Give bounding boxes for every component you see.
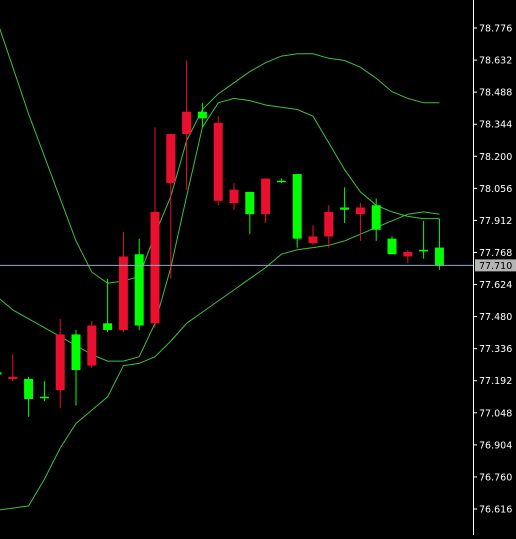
- y-tick-label: 78.632: [479, 56, 512, 67]
- candle: [71, 329, 81, 406]
- candle-body: [166, 133, 176, 183]
- candle: [355, 203, 365, 241]
- y-tick-label: 76.760: [479, 472, 512, 483]
- candle-body: [276, 180, 286, 183]
- candle: [229, 182, 239, 210]
- price-axis: 78.776 78.632 78.488 78.344 78.200 78.056 77.9…: [473, 0, 516, 535]
- candle: [0, 372, 2, 375]
- candle: [166, 133, 176, 279]
- candle: [245, 191, 255, 235]
- candle: [261, 178, 271, 224]
- band-middle-line: [0, 97, 440, 362]
- candle: [434, 218, 444, 270]
- candle-body: [245, 191, 255, 215]
- y-tick-label: 77.192: [479, 376, 512, 387]
- candle: [118, 231, 128, 333]
- candle: [213, 116, 223, 206]
- candle-body: [150, 211, 160, 324]
- candle-body: [403, 252, 413, 257]
- y-tick-label: 78.776: [479, 24, 512, 35]
- candle-body: [134, 254, 144, 326]
- candle-body: [434, 247, 444, 266]
- band-upper-line: [0, 27, 440, 284]
- candle-body: [71, 334, 81, 371]
- candle: [340, 187, 350, 224]
- candle-body: [213, 122, 223, 201]
- candle-body: [197, 111, 207, 119]
- y-tick-label: 77.048: [479, 408, 512, 419]
- y-tick-label: 76.616: [479, 505, 512, 516]
- candle: [24, 376, 34, 417]
- candle: [150, 127, 160, 328]
- candle-body: [24, 378, 34, 399]
- candle-body: [8, 376, 18, 379]
- y-tick-label: 78.200: [479, 152, 512, 163]
- current-price-tag: [475, 259, 516, 272]
- candle-body: [0, 372, 2, 375]
- y-tick-label: 76.904: [479, 440, 512, 451]
- candle: [308, 225, 318, 246]
- y-tick-label: 77.480: [479, 312, 512, 323]
- candle: [197, 102, 207, 128]
- current-price-label: 77.710: [479, 261, 512, 272]
- candle-body: [39, 396, 49, 399]
- candle: [292, 174, 302, 248]
- candle-body: [419, 249, 429, 252]
- y-tick-label: 77.624: [479, 280, 512, 291]
- candle: [371, 198, 381, 241]
- candle: [103, 278, 113, 333]
- candle-body: [324, 211, 334, 237]
- candle-body: [340, 207, 350, 210]
- y-tick-label: 78.488: [479, 88, 512, 99]
- candle-body: [118, 256, 128, 330]
- y-tick-label: 77.768: [479, 248, 512, 259]
- candle: [403, 249, 413, 264]
- y-tick-label: 77.912: [479, 216, 512, 227]
- y-tick-label: 77.336: [479, 344, 512, 355]
- candle: [419, 220, 429, 259]
- candle: [55, 318, 65, 408]
- candle: [134, 238, 144, 330]
- candle-body: [87, 325, 97, 366]
- candle: [276, 178, 286, 183]
- candle: [87, 321, 97, 368]
- y-tick-label: 78.344: [479, 120, 512, 131]
- candle: [324, 205, 334, 248]
- candle-body: [387, 238, 397, 255]
- candle-body: [229, 189, 239, 204]
- candle: [182, 60, 192, 190]
- y-tick-label: 78.056: [479, 184, 512, 195]
- band-lower-line: [0, 211, 440, 511]
- candle-body: [292, 174, 302, 239]
- candle: [39, 381, 49, 402]
- candle-body: [55, 334, 65, 391]
- bollinger-bands: [0, 27, 440, 511]
- candles: [0, 60, 444, 417]
- candle-body: [103, 323, 113, 330]
- candle-body: [308, 236, 318, 244]
- candle-body: [371, 205, 381, 230]
- candle-body: [182, 111, 192, 134]
- candle-body: [355, 207, 365, 215]
- candle-body: [261, 178, 271, 215]
- candle: [8, 354, 18, 382]
- candle: [387, 236, 397, 255]
